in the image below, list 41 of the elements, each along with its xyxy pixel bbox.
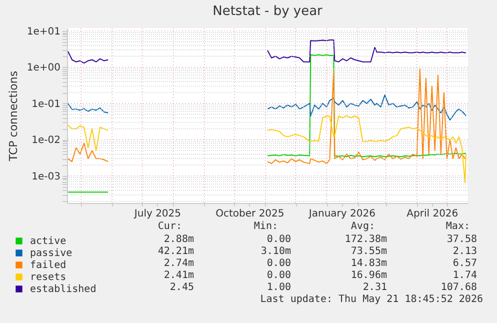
legend-label: resets	[30, 272, 66, 283]
text: Max:	[446, 221, 470, 233]
legend-label: established	[30, 284, 96, 295]
text: 2.88m	[164, 234, 194, 246]
text: 2.13	[452, 246, 477, 258]
text: 3.10m	[260, 246, 291, 258]
text: 73.55m	[350, 246, 387, 258]
text: 0.00	[266, 234, 291, 246]
x-tick-label: April 2026	[406, 208, 458, 220]
x-tick-label: October 2025	[216, 208, 284, 220]
text: 2.31	[362, 282, 387, 294]
text: 14.83m	[350, 258, 387, 270]
text: 6.57	[452, 258, 477, 270]
text: 16.96m	[350, 270, 387, 282]
text: 0.00	[266, 270, 291, 282]
text: Avg:	[350, 221, 375, 233]
text: 2.74m	[164, 258, 194, 270]
legend-label: failed	[30, 260, 66, 271]
text: 42.21m	[158, 246, 194, 258]
y-tick-label: 1e-02	[32, 135, 60, 146]
y-tick-label: 1e-03	[32, 171, 60, 182]
text: 107.68	[440, 282, 477, 294]
text: 37.58	[446, 234, 477, 246]
text: 1.00	[266, 282, 291, 294]
text: 2.45	[170, 282, 194, 294]
x-tick-label: January 2026	[308, 208, 376, 220]
text: 172.38m	[344, 234, 387, 246]
legend-label: active	[30, 236, 66, 247]
legend-label: passive	[30, 248, 72, 259]
text: 1.74	[452, 270, 477, 282]
text: Min:	[254, 221, 278, 233]
chart-title: Netstat - by year	[212, 4, 324, 19]
y-tick-label: 1e-01	[32, 98, 60, 110]
text: 0.00	[266, 258, 291, 270]
text: Last update: Thu May 21 18:45:52 2026	[260, 294, 483, 306]
y-tick-label: 1e+00	[26, 62, 60, 74]
y-tick-label: 1e+01	[26, 26, 60, 38]
text: 2.41m	[164, 270, 194, 282]
y-axis-title: TCP connections	[6, 70, 20, 162]
x-tick-label: July 2025	[133, 208, 182, 220]
text: Cur:	[158, 221, 182, 233]
